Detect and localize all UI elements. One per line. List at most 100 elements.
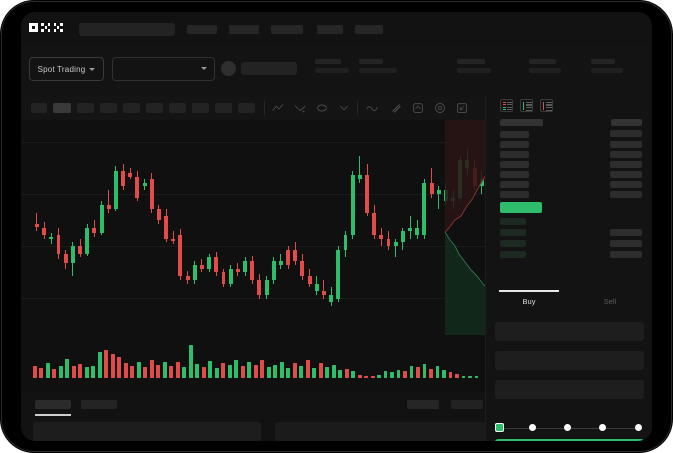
stepper-dot-2[interactable] (529, 424, 536, 431)
timeframe-5[interactable] (123, 103, 140, 113)
orderbook-amount-cell (610, 171, 642, 178)
wave-icon[interactable] (365, 101, 379, 115)
search-input[interactable] (79, 23, 175, 36)
nav-item-trade[interactable] (229, 25, 259, 34)
candle-body (278, 261, 283, 265)
candle-body (436, 190, 441, 194)
volume-bar (468, 376, 472, 378)
trading-pair-dropdown[interactable] (112, 57, 215, 81)
volume-bar (201, 367, 206, 378)
orderbook-amount-cell (610, 251, 642, 258)
volume-bar (227, 364, 232, 378)
eraser-icon[interactable] (389, 101, 403, 115)
candle-body (336, 249, 341, 299)
candle-body (142, 182, 147, 187)
bottom-tab-order-history[interactable] (81, 400, 117, 409)
candle-body (314, 283, 319, 292)
timeframe-7[interactable] (169, 103, 186, 113)
market-type-dropdown[interactable]: Spot Trading (29, 57, 104, 81)
candle-body (49, 236, 54, 239)
candle-body (128, 173, 133, 177)
timeframe-8[interactable] (192, 103, 209, 113)
bottom-tab-positions[interactable] (407, 400, 439, 409)
volume-bar (110, 354, 115, 378)
submit-order-button[interactable] (495, 439, 644, 441)
timeframe-10[interactable] (238, 103, 255, 113)
timeframe-3[interactable] (77, 103, 94, 113)
orderbook-bid-row[interactable] (500, 251, 526, 258)
order-price-field[interactable] (495, 322, 644, 341)
bottom-tab-assets[interactable] (451, 400, 483, 409)
candle-body (185, 276, 190, 280)
candle-body (329, 294, 334, 303)
order-book[interactable] (486, 117, 652, 285)
volume-bar (52, 368, 57, 378)
volume-chart (21, 335, 499, 392)
magnet-icon[interactable] (411, 101, 425, 115)
tab-sell[interactable]: Sell (603, 297, 617, 306)
stepper-dot-3[interactable] (564, 424, 571, 431)
orderbook-ask-row[interactable] (500, 191, 529, 198)
chevron-down-icon (201, 67, 207, 70)
bottom-panel-left-block[interactable] (33, 422, 261, 441)
volume-bar (234, 359, 239, 378)
orderbook-mode-bids[interactable] (520, 99, 533, 112)
orderbook-ask-row[interactable] (500, 131, 529, 138)
trend-line-icon[interactable] (271, 101, 285, 115)
orderbook-ask-row[interactable] (500, 161, 529, 168)
timeframe-4[interactable] (100, 103, 117, 113)
market-type-label: Spot Trading (37, 64, 86, 74)
volume-bar (84, 367, 89, 378)
stat-last-price (315, 59, 349, 73)
bottom-panel-right-block[interactable] (275, 422, 500, 441)
nav-item-derivatives[interactable] (271, 25, 303, 34)
volume-bar (357, 374, 362, 378)
volume-bar (58, 365, 63, 378)
stepper-dot-5[interactable] (635, 424, 642, 431)
orderbook-mode-asks[interactable] (540, 99, 553, 112)
candle-body (221, 272, 226, 284)
nav-item-earn[interactable] (317, 25, 343, 34)
orderbook-mode-both[interactable] (500, 99, 513, 112)
orderbook-ask-row[interactable] (500, 151, 529, 158)
chevron-down-icon[interactable] (337, 101, 351, 115)
orderbook-ask-row[interactable] (500, 181, 529, 188)
chevron-down-icon (89, 67, 96, 71)
orderbook-bid-row[interactable] (500, 240, 526, 247)
volume-bar (208, 360, 213, 378)
bottom-tab-open-orders[interactable] (35, 400, 71, 409)
orderbook-ask-row[interactable] (500, 171, 529, 178)
volume-bar (240, 366, 245, 378)
okx-logo[interactable] (29, 23, 69, 36)
fib-retracement-icon[interactable] (293, 101, 307, 115)
volume-bar (175, 362, 180, 378)
stepper-dot-1-active[interactable] (495, 423, 504, 432)
volume-bar (169, 365, 174, 378)
orderbook-bid-row[interactable] (500, 218, 526, 225)
timeframe-6[interactable] (146, 103, 163, 113)
brush-icon[interactable] (315, 101, 329, 115)
volume-bar (97, 352, 102, 378)
tab-buy[interactable]: Buy (522, 297, 536, 306)
timeframe-1[interactable] (31, 103, 47, 113)
settings-icon[interactable] (433, 101, 447, 115)
orderbook-col-header-price (500, 119, 543, 126)
candle-wick (280, 253, 282, 269)
candle-body (365, 175, 369, 213)
nav-item-more[interactable] (355, 25, 383, 34)
nav-item-markets[interactable] (187, 25, 217, 34)
candle-body (264, 279, 269, 295)
volume-bar (409, 365, 414, 378)
volume-bar (403, 370, 407, 378)
timeframe-9[interactable] (215, 103, 232, 113)
order-amount-field[interactable] (495, 351, 644, 370)
volume-bar (370, 375, 375, 378)
timeframe-2[interactable] (53, 103, 71, 113)
stepper-dot-4[interactable] (599, 424, 606, 431)
candle-wick (108, 190, 110, 213)
order-total-field[interactable] (495, 380, 644, 399)
volume-bar (364, 376, 369, 378)
fullscreen-icon[interactable] (455, 101, 469, 115)
orderbook-bid-row[interactable] (500, 229, 526, 236)
orderbook-ask-row[interactable] (500, 141, 529, 148)
